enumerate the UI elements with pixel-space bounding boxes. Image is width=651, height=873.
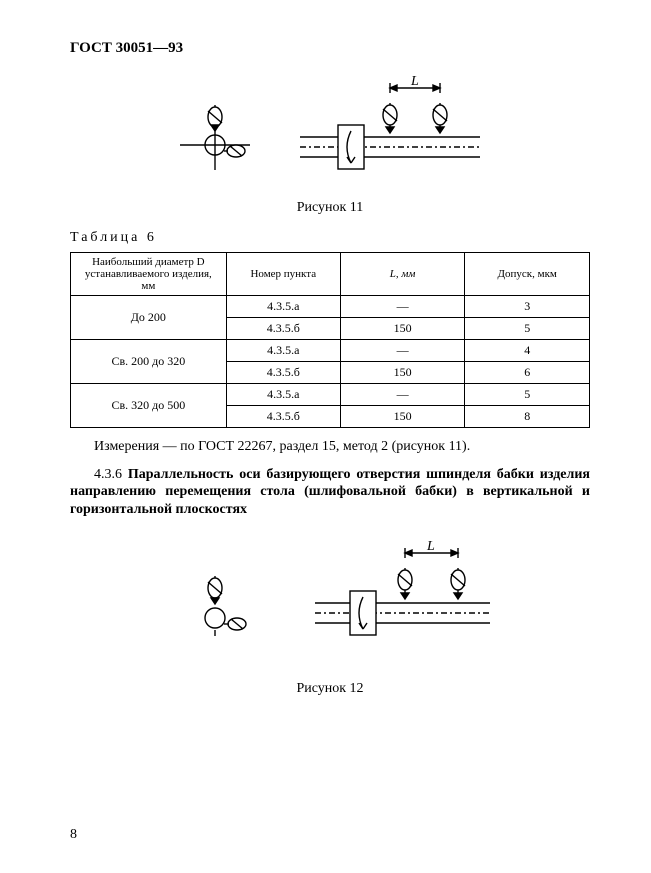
table-row: Св. 200 до 320 4.3.5.а — 4 [71, 340, 590, 362]
figure-11: L [70, 75, 590, 190]
page-number: 8 [70, 827, 77, 843]
figure-12-caption: Рисунок 12 [70, 681, 590, 697]
table-header-L: L, мм [340, 253, 465, 296]
table-header-diameter: Наибольший диаметр D устанавливаемого из… [71, 253, 227, 296]
dim-label-L-fig11: L [410, 75, 419, 89]
document-header: ГОСТ 30051—93 [70, 40, 590, 57]
dim-label-L-fig12: L [426, 539, 435, 554]
table-6: Наибольший диаметр D устанавливаемого из… [70, 252, 590, 428]
paragraph-4-3-6: 4.3.6 Параллельность оси базирующего отв… [70, 466, 590, 519]
table-header-item: Номер пункта [226, 253, 340, 296]
table-row: До 200 4.3.5.а — 3 [71, 296, 590, 318]
paragraph-measurements: Измерения — по ГОСТ 22267, раздел 15, ме… [70, 438, 590, 456]
table-header-tolerance: Допуск, мкм [465, 253, 590, 296]
figure-11-caption: Рисунок 11 [70, 200, 590, 216]
table-row: Св. 320 до 500 4.3.5.а — 5 [71, 384, 590, 406]
table-6-label: Таблица 6 [70, 230, 590, 246]
figure-12: L [70, 538, 590, 663]
